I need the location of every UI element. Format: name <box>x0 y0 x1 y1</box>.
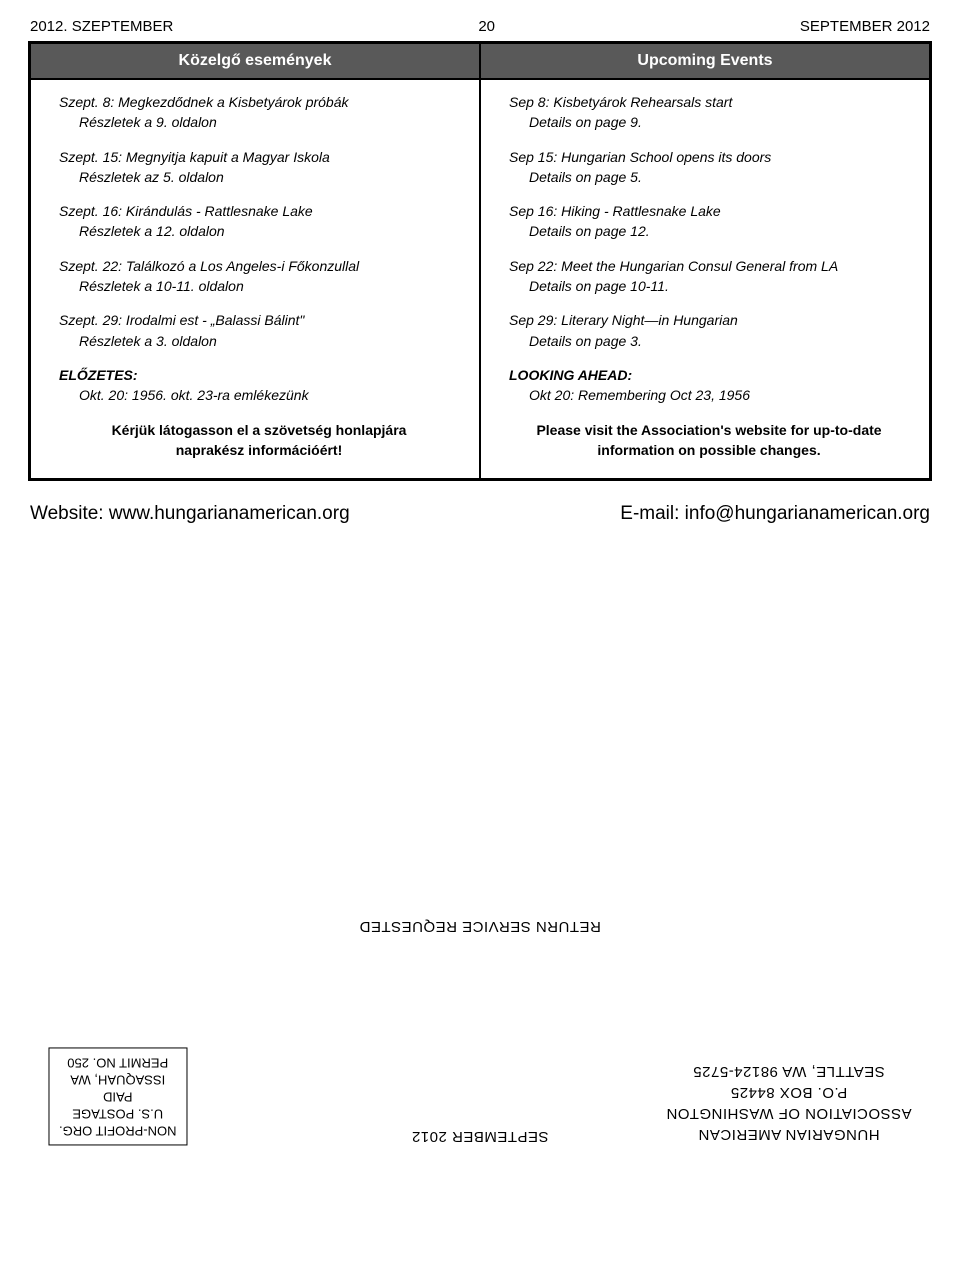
event-item: Szept. 22: Találkozó a Los Angeles-i Fők… <box>59 256 459 297</box>
header-center: 20 <box>478 18 495 35</box>
event-item: Sep 16: Hiking - Rattlesnake Lake Detail… <box>509 201 909 242</box>
header-right: SEPTEMBER 2012 <box>800 18 930 35</box>
event-line: Szept. 8: Megkezdődnek a Kisbetyárok pró… <box>59 92 459 112</box>
page-header: 2012. SZEPTEMBER 20 SEPTEMBER 2012 <box>28 18 932 35</box>
event-item: Szept. 29: Irodalmi est - „Balassi Bálin… <box>59 310 459 351</box>
event-subline: Részletek az 5. oldalon <box>59 167 459 187</box>
return-service-text: RETURN SERVICE REQUESTED <box>359 918 601 935</box>
event-subline: Részletek a 10-11. oldalon <box>59 276 459 296</box>
address-line: ASSOCIATION OF WASHINGTON <box>666 1103 912 1124</box>
event-line: Szept. 29: Irodalmi est - „Balassi Bálin… <box>59 310 459 330</box>
site-contact-row: Website: www.hungarianamerican.org E-mai… <box>28 503 932 525</box>
event-line: Sep 16: Hiking - Rattlesnake Lake <box>509 201 909 221</box>
event-item: Szept. 16: Kirándulás - Rattlesnake Lake… <box>59 201 459 242</box>
visit-text: Please visit the Association's website f… <box>509 420 909 461</box>
address-line: HUNGARIAN AMERICAN <box>666 1124 912 1145</box>
permit-line: U.S. POSTAGE <box>59 1104 176 1121</box>
event-subline: Részletek a 3. oldalon <box>59 331 459 351</box>
return-address: HUNGARIAN AMERICAN ASSOCIATION OF WASHIN… <box>666 1061 912 1145</box>
event-item: Sep 8: Kisbetyárok Rehearsals start Deta… <box>509 92 909 133</box>
event-subline: Részletek a 12. oldalon <box>59 221 459 241</box>
ahead-item: Okt. 20: 1956. okt. 23-ra emlékezünk <box>59 385 459 405</box>
event-item: Sep 29: Literary Night—in Hungarian Deta… <box>509 310 909 351</box>
event-line: Sep 15: Hungarian School opens its doors <box>509 147 909 167</box>
ahead-item: Okt 20: Remembering Oct 23, 1956 <box>509 385 909 405</box>
email-text: E-mail: info@hungarianamerican.org <box>620 503 930 525</box>
event-subline: Details on page 5. <box>509 167 909 187</box>
permit-line: PERMIT NO. 250 <box>59 1054 176 1071</box>
visit-text: Kérjük látogasson el a szövetség honlapj… <box>59 420 459 461</box>
event-line: Szept. 22: Találkozó a Los Angeles-i Fők… <box>59 256 459 276</box>
events-header-right: Upcoming Events <box>480 43 930 79</box>
permit-line: PAID <box>59 1087 176 1104</box>
visit-line2: information on possible changes. <box>509 440 909 460</box>
event-subline: Részletek a 9. oldalon <box>59 112 459 132</box>
events-col-left: Szept. 8: Megkezdődnek a Kisbetyárok pró… <box>30 79 480 479</box>
postage-permit-box: NON-PROFIT ORG. U.S. POSTAGE PAID ISSAQU… <box>48 1047 187 1145</box>
event-item: Szept. 8: Megkezdődnek a Kisbetyárok pró… <box>59 92 459 133</box>
address-line: SEATTLE, WA 98124-5725 <box>666 1061 912 1082</box>
event-item: Sep 22: Meet the Hungarian Consul Genera… <box>509 256 909 297</box>
events-table: Közelgő események Upcoming Events Szept.… <box>28 41 932 481</box>
ahead-label: LOOKING AHEAD: <box>509 365 909 385</box>
event-line: Sep 29: Literary Night—in Hungarian <box>509 310 909 330</box>
footer-month: SEPTEMBER 2012 <box>411 1128 548 1145</box>
event-subline: Details on page 9. <box>509 112 909 132</box>
visit-line1: Please visit the Association's website f… <box>509 420 909 440</box>
event-line: Szept. 15: Megnyitja kapuit a Magyar Isk… <box>59 147 459 167</box>
ahead-label: ELŐZETES: <box>59 365 459 385</box>
event-subline: Details on page 12. <box>509 221 909 241</box>
visit-line1: Kérjük látogasson el a szövetség honlapj… <box>59 420 459 440</box>
event-subline: Details on page 3. <box>509 331 909 351</box>
address-line: P.O. BOX 84425 <box>666 1082 912 1103</box>
events-header-left: Közelgő események <box>30 43 480 79</box>
event-line: Sep 22: Meet the Hungarian Consul Genera… <box>509 256 909 276</box>
event-item: Sep 15: Hungarian School opens its doors… <box>509 147 909 188</box>
website-text: Website: www.hungarianamerican.org <box>30 503 350 525</box>
events-col-right: Sep 8: Kisbetyárok Rehearsals start Deta… <box>480 79 930 479</box>
permit-line: ISSAQUAH, WA <box>59 1071 176 1088</box>
header-left: 2012. SZEPTEMBER <box>30 18 173 35</box>
event-subline: Details on page 10-11. <box>509 276 909 296</box>
event-item: Szept. 15: Megnyitja kapuit a Magyar Isk… <box>59 147 459 188</box>
event-line: Szept. 16: Kirándulás - Rattlesnake Lake <box>59 201 459 221</box>
event-line: Sep 8: Kisbetyárok Rehearsals start <box>509 92 909 112</box>
visit-line2: naprakész információért! <box>59 440 459 460</box>
mailing-footer: RETURN SERVICE REQUESTED NON-PROFIT ORG.… <box>28 905 932 1145</box>
permit-line: NON-PROFIT ORG. <box>59 1121 176 1138</box>
